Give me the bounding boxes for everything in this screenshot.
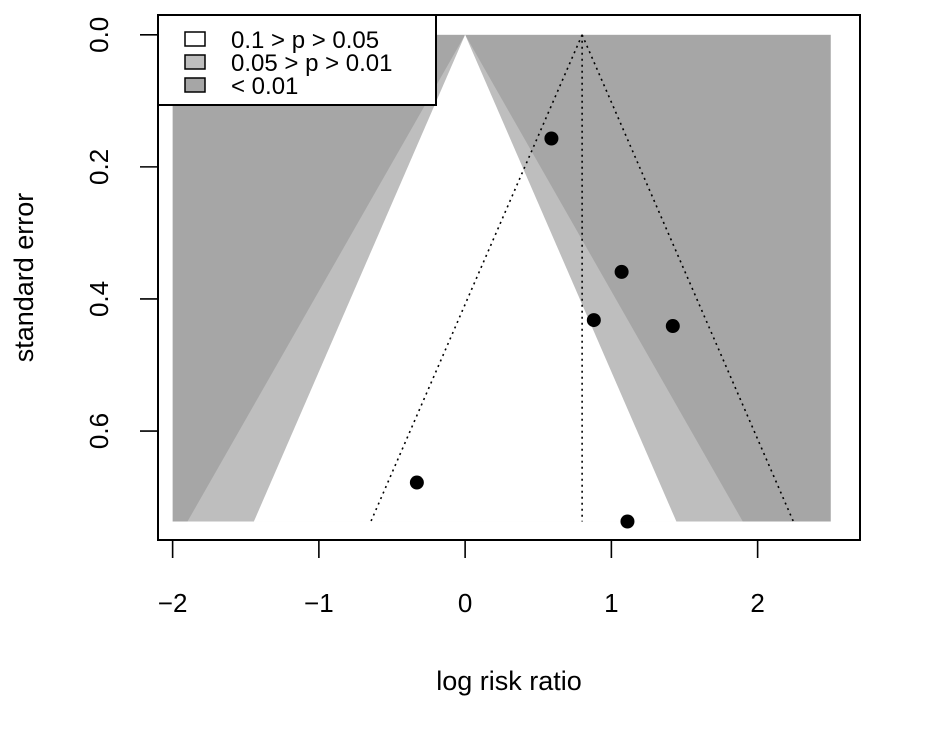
- legend-label: 0.1 > p > 0.05: [231, 27, 379, 54]
- y-tick-label: 0.0: [84, 17, 114, 53]
- y-tick-label: 0.4: [84, 281, 114, 317]
- legend-label: 0.05 > p > 0.01: [231, 50, 392, 77]
- ci-line-left: [370, 34, 583, 522]
- data-point-2: [614, 264, 629, 279]
- study-points: [409, 131, 680, 529]
- data-point-4: [665, 319, 680, 334]
- legend: 0.1 > p > 0.050.05 > p > 0.01< 0.01: [157, 14, 437, 106]
- data-point-5: [409, 475, 424, 490]
- legend-swatch: [184, 54, 206, 70]
- significance-regions: [172, 34, 831, 522]
- region-p-gt-0.1: [287, 34, 643, 522]
- x-tick-label: 0: [458, 588, 472, 618]
- data-point-1: [544, 131, 559, 146]
- legend-swatch: [184, 31, 206, 47]
- legend-label: < 0.01: [231, 73, 298, 100]
- x-tick-label: 2: [750, 588, 764, 618]
- x-axis-title: log risk ratio: [436, 666, 582, 696]
- data-point-3: [586, 313, 601, 328]
- y-axis: 0.0 0.2 0.4 0.6: [84, 17, 159, 449]
- x-axis: −2 −1 0 1 2: [158, 539, 765, 618]
- legend-swatch: [184, 77, 206, 93]
- x-tick-label: −1: [304, 588, 334, 618]
- data-point-6: [620, 514, 635, 529]
- ci-line-right: [581, 34, 795, 522]
- y-tick-label: 0.6: [84, 413, 114, 449]
- x-tick-label: 1: [604, 588, 618, 618]
- reference-lines: [370, 34, 795, 522]
- x-tick-label: −2: [158, 588, 188, 618]
- y-axis-title: standard error: [9, 193, 39, 363]
- y-tick-label: 0.2: [84, 149, 114, 185]
